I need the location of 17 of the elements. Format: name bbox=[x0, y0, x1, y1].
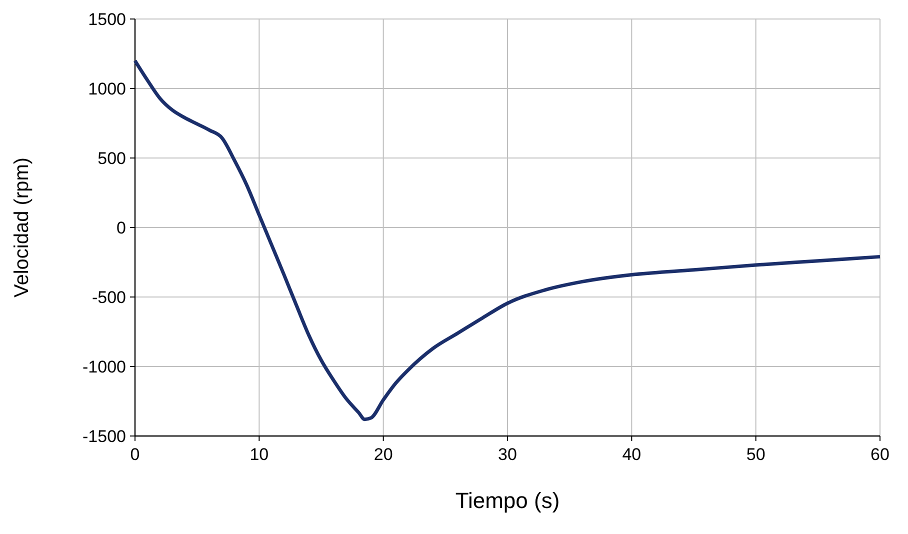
y-tick-label: 1000 bbox=[88, 80, 126, 98]
x-tick-label: 20 bbox=[374, 445, 393, 464]
y-tick-label: 0 bbox=[116, 218, 126, 238]
x-tick-label: 40 bbox=[622, 445, 642, 464]
y-tick-label: 500 bbox=[98, 149, 126, 168]
y-tick-label: 1500 bbox=[88, 10, 126, 29]
x-tick-label: 50 bbox=[746, 445, 766, 464]
y-tick-label: -1000 bbox=[82, 358, 126, 376]
x-tick-label: 60 bbox=[870, 445, 890, 464]
x-axis-title: Tiempo (s) bbox=[455, 488, 560, 513]
y-tick-label: -500 bbox=[92, 288, 126, 307]
x-tick-label: 10 bbox=[250, 445, 269, 464]
line-series bbox=[133, 58, 882, 422]
x-tick-label: 30 bbox=[498, 445, 517, 464]
y-tick-label: -1500 bbox=[82, 427, 126, 446]
y-axis-title: Velocidad (rpm) bbox=[11, 157, 33, 298]
x-tick-label: 0 bbox=[130, 445, 140, 464]
